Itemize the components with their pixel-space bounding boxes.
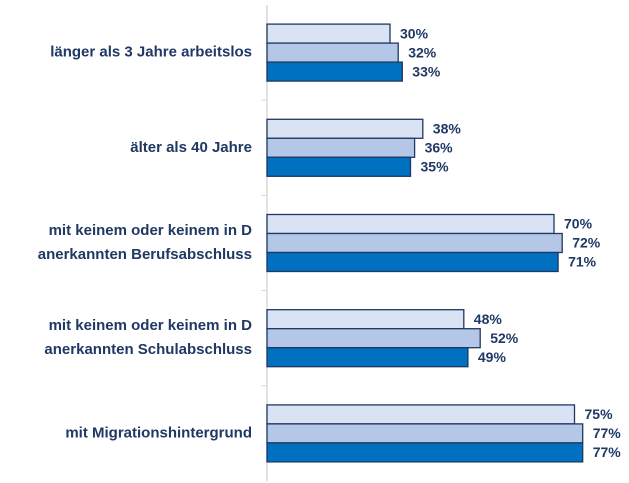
bar bbox=[266, 404, 576, 425]
bar bbox=[266, 42, 399, 63]
value-label: 77% bbox=[593, 444, 622, 460]
value-label: 49% bbox=[478, 349, 507, 365]
category-label: länger als 3 Jahre arbeitslos bbox=[50, 44, 252, 61]
category-label-line: mit keinem oder keinem in D bbox=[49, 317, 253, 334]
bar bbox=[266, 347, 469, 368]
bar bbox=[266, 137, 416, 158]
bar bbox=[266, 61, 403, 82]
bar bbox=[266, 213, 555, 235]
value-label: 48% bbox=[474, 311, 503, 327]
bar bbox=[266, 442, 584, 463]
value-label: 52% bbox=[490, 330, 519, 346]
value-label: 70% bbox=[564, 216, 593, 232]
value-label: 32% bbox=[408, 44, 437, 60]
bar bbox=[266, 423, 584, 444]
category-label-line: anerkannten Berufsabschluss bbox=[38, 246, 252, 263]
bar bbox=[266, 328, 481, 349]
value-label: 35% bbox=[421, 159, 450, 175]
value-label: 33% bbox=[412, 63, 441, 79]
bar bbox=[266, 232, 563, 254]
category-label: mit keinem oder keinem in D anerkannten S… bbox=[44, 317, 252, 358]
category-label: älter als 40 Jahre bbox=[130, 139, 252, 156]
category-label: mit Migrationshintergrund bbox=[65, 424, 252, 441]
bar bbox=[266, 23, 391, 44]
bar bbox=[266, 251, 559, 273]
category-label-line: älter als 40 Jahre bbox=[130, 139, 252, 156]
bar bbox=[266, 156, 412, 177]
value-label: 71% bbox=[568, 254, 597, 270]
value-label: 38% bbox=[433, 121, 462, 137]
category-label-line: mit Migrationshintergrund bbox=[65, 424, 252, 441]
category-label: mit keinem oder keinem in D anerkannten B… bbox=[38, 222, 252, 263]
value-label: 75% bbox=[585, 406, 614, 422]
value-label: 36% bbox=[425, 140, 454, 156]
value-label: 77% bbox=[593, 425, 622, 441]
category-label-line: anerkannten Schulabschluss bbox=[44, 341, 252, 358]
bar bbox=[266, 309, 465, 330]
value-label: 72% bbox=[572, 235, 601, 251]
category-label-line: mit keinem oder keinem in D bbox=[49, 222, 253, 239]
category-label-line: länger als 3 Jahre arbeitslos bbox=[50, 44, 252, 61]
bar bbox=[266, 118, 424, 139]
value-label: 30% bbox=[400, 25, 429, 41]
